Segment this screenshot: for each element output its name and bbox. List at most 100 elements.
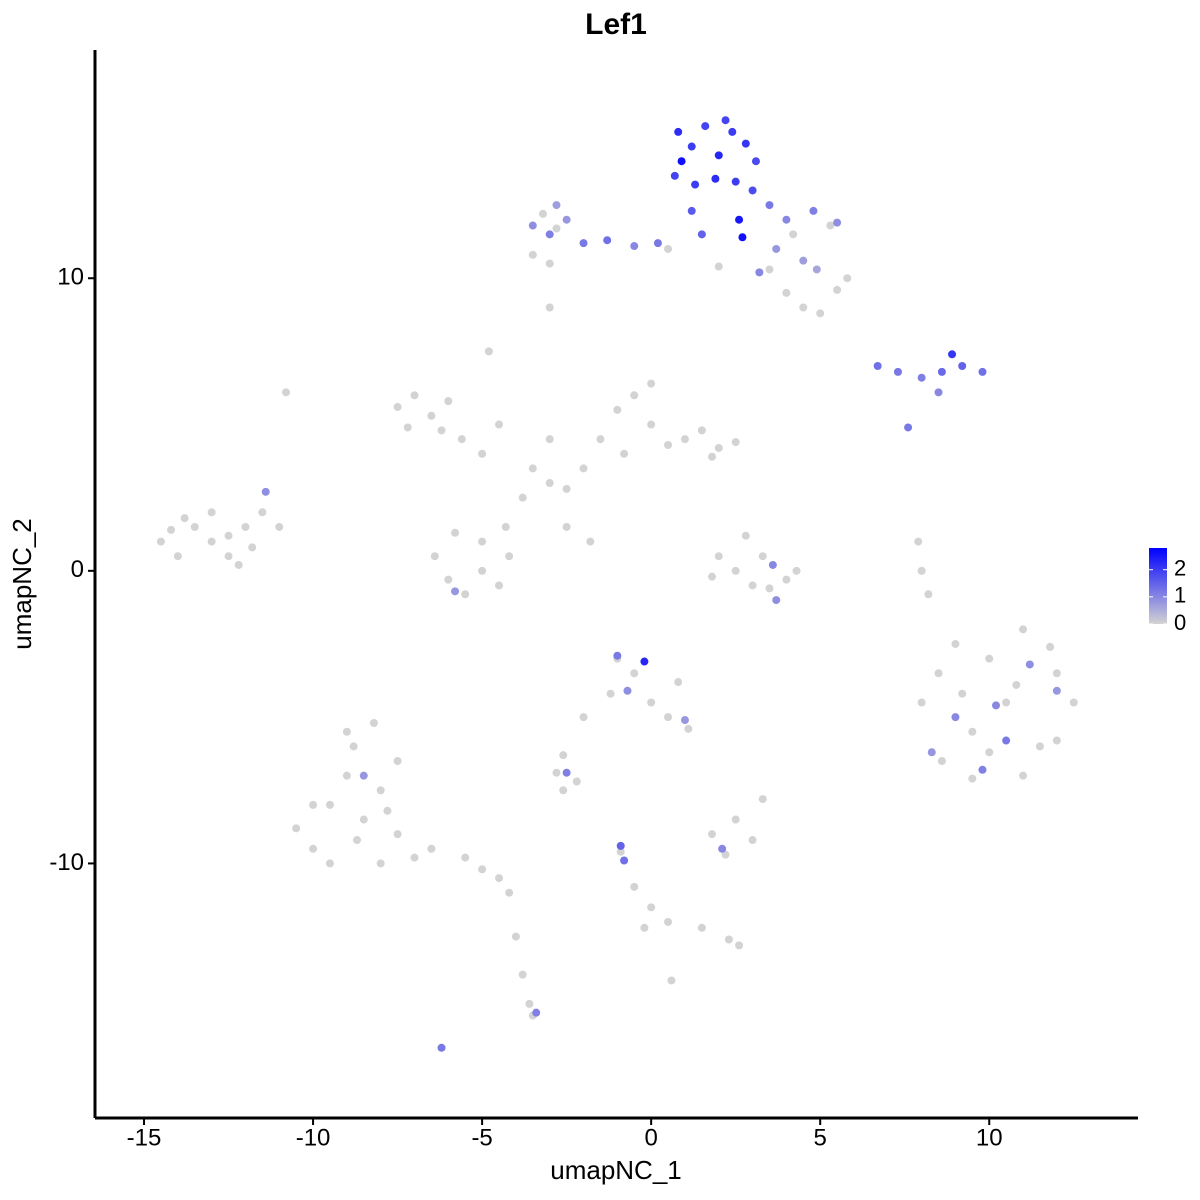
cell-point [282, 388, 291, 397]
cell-point [951, 713, 960, 722]
cell-point [772, 596, 781, 605]
cell-point [731, 815, 740, 824]
colorbar-label: 0 [1174, 610, 1186, 635]
cell-point [680, 716, 689, 725]
cell-point [782, 215, 791, 224]
cell-point [782, 288, 791, 297]
cell-point [914, 537, 923, 546]
cell-point [1052, 669, 1061, 678]
cell-point [616, 841, 625, 850]
cell-point [647, 903, 656, 912]
cell-point [718, 844, 727, 853]
cell-point [697, 230, 706, 239]
cell-point [461, 853, 470, 862]
cell-point [735, 215, 744, 224]
cell-point [653, 239, 662, 248]
cell-point [968, 774, 977, 783]
chart-title: Lef1 [585, 8, 647, 41]
cell-point [376, 859, 385, 868]
cell-point [603, 236, 612, 245]
cell-point [667, 976, 676, 985]
cell-point [552, 201, 561, 210]
cell-point [768, 560, 777, 569]
cell-point [495, 420, 504, 429]
cell-point [451, 528, 460, 537]
cell-point [579, 464, 588, 473]
cell-point [674, 678, 683, 687]
cell-point [664, 917, 673, 926]
cell-point [620, 856, 629, 865]
cell-point [934, 669, 943, 678]
cell-point [1069, 698, 1078, 707]
cell-point [728, 127, 737, 136]
cell-point [410, 391, 419, 400]
cell-point [505, 552, 514, 561]
cell-point [741, 139, 750, 148]
cell-point [309, 844, 318, 853]
cell-point [444, 397, 453, 406]
cell-point [670, 171, 679, 180]
cell-point [349, 742, 358, 751]
cell-point [799, 303, 808, 312]
cell-point [1035, 742, 1044, 751]
cell-point [812, 265, 821, 274]
cell-point [353, 836, 362, 845]
cell-point [680, 435, 689, 444]
cell-point [958, 362, 967, 371]
cell-point [647, 420, 656, 429]
cell-point [393, 757, 402, 766]
cell-point [677, 157, 686, 166]
cell-point [518, 970, 527, 979]
cell-point [833, 285, 842, 294]
cell-point [708, 572, 717, 581]
cell-point [843, 274, 852, 283]
cell-point [234, 560, 243, 569]
cell-point [545, 303, 554, 312]
cell-point [1002, 698, 1011, 707]
cell-point [951, 639, 960, 648]
colorbar-label: 1 [1174, 583, 1186, 608]
cell-point [559, 786, 568, 795]
cell-point [528, 464, 537, 473]
cell-point [937, 757, 946, 766]
cell-point [495, 874, 504, 883]
cell-point [596, 435, 605, 444]
cell-point [708, 452, 717, 461]
cell-point [687, 206, 696, 215]
cell-point [616, 847, 625, 856]
colorbar-gradient [1149, 548, 1167, 624]
cell-point [664, 244, 673, 253]
cell-point [248, 543, 257, 552]
x-tick-label: 10 [976, 1124, 1003, 1151]
cell-point [721, 850, 730, 859]
cell-point [207, 537, 216, 546]
cell-point [640, 657, 649, 666]
cell-point [342, 771, 351, 780]
cell-point [518, 493, 527, 502]
cell-point [792, 566, 801, 575]
cell-point [968, 727, 977, 736]
cell-point [748, 581, 757, 590]
x-tick-label: -15 [127, 1124, 162, 1151]
cell-point [478, 537, 487, 546]
cell-point [437, 1043, 446, 1052]
colorbar: 012 [1149, 548, 1186, 635]
cell-point [478, 865, 487, 874]
cell-point [748, 186, 757, 195]
cell-point [224, 552, 233, 561]
cell-point [1052, 736, 1061, 745]
cell-point [528, 221, 537, 230]
x-tick-label: -10 [296, 1124, 331, 1151]
cell-point [562, 768, 571, 777]
cell-point [772, 244, 781, 253]
cell-point [765, 584, 774, 593]
x-tick-label: 0 [644, 1124, 657, 1151]
cell-point [917, 373, 926, 382]
cell-point [403, 423, 412, 432]
cell-point [917, 698, 926, 707]
cell-point [1025, 660, 1034, 669]
cell-point [708, 830, 717, 839]
cell-point [606, 689, 615, 698]
cell-point [664, 713, 673, 722]
cell-point [992, 701, 1001, 710]
